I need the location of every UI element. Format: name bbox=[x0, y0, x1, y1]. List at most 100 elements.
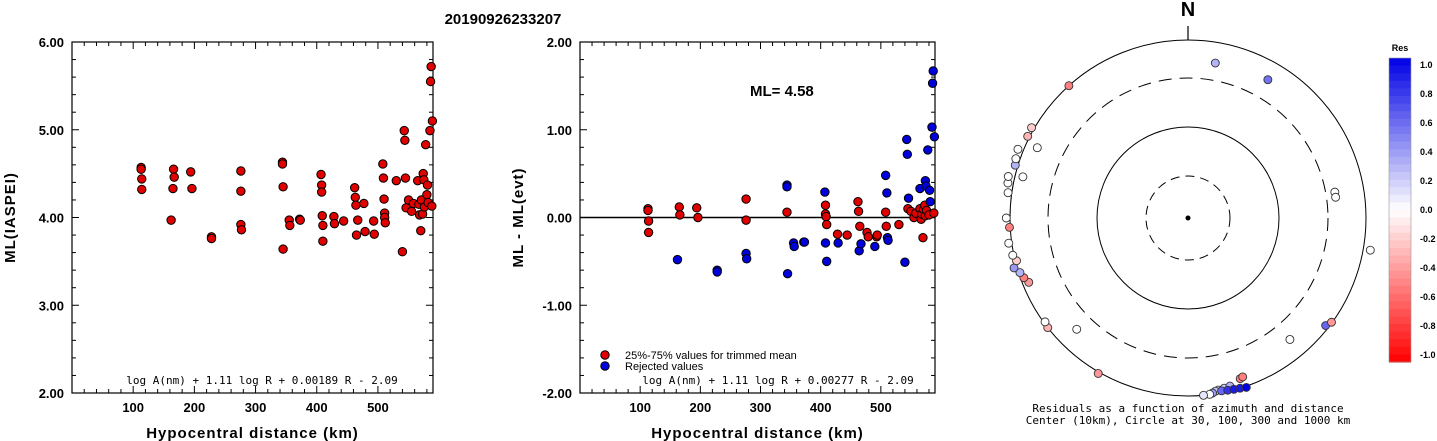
data-point bbox=[923, 145, 933, 155]
distance-ring bbox=[1096, 126, 1280, 310]
data-point bbox=[378, 159, 388, 169]
y-axis-label: ML(IASPEI) bbox=[2, 172, 19, 263]
data-point bbox=[692, 203, 702, 213]
data-point bbox=[318, 220, 328, 231]
legend-label: 25%-75% values for trimmed mean bbox=[625, 350, 797, 362]
data-point bbox=[789, 241, 799, 252]
x-tick-label: 400 bbox=[810, 400, 832, 415]
data-point bbox=[820, 187, 830, 197]
station-marker bbox=[1040, 317, 1050, 327]
station-marker bbox=[1027, 123, 1037, 133]
data-point bbox=[295, 215, 305, 225]
colorbar-band bbox=[1389, 96, 1411, 105]
plot-frame bbox=[71, 41, 434, 394]
station-marker bbox=[1064, 81, 1074, 91]
data-point bbox=[672, 254, 683, 265]
colorbar-band bbox=[1389, 217, 1411, 226]
data-point bbox=[379, 194, 389, 204]
station-marker bbox=[1199, 390, 1208, 400]
data-point bbox=[643, 227, 654, 238]
data-point bbox=[856, 239, 866, 249]
station-marker bbox=[1263, 75, 1273, 85]
data-point bbox=[712, 267, 722, 277]
data-point bbox=[863, 232, 873, 242]
x-tick-label: 300 bbox=[750, 400, 772, 415]
data-point bbox=[741, 254, 752, 264]
data-point bbox=[643, 216, 654, 226]
x-tick-label: 300 bbox=[245, 400, 267, 415]
colorbar-band bbox=[1389, 80, 1411, 89]
colorbar-band bbox=[1389, 346, 1411, 355]
data-point bbox=[400, 135, 410, 145]
data-point bbox=[853, 197, 863, 207]
y-tick-label: 5.00 bbox=[39, 123, 64, 138]
data-point bbox=[350, 192, 360, 203]
data-point bbox=[318, 236, 328, 246]
colorbar-band bbox=[1389, 240, 1411, 249]
colorbar-band bbox=[1389, 194, 1411, 203]
data-point bbox=[872, 230, 882, 240]
residual-colorbar: Res 1.0 0.8 0.6 0.4 0.2 0.0 -0.2 -0.4 -0.6 -0.8 -1.… bbox=[1388, 43, 1436, 363]
data-point bbox=[425, 125, 435, 136]
colorbar-tick-label: -0.4 bbox=[1420, 263, 1436, 273]
colorbar-tick-label: 0.0 bbox=[1420, 205, 1433, 215]
data-point bbox=[406, 206, 417, 217]
station-marker bbox=[1072, 324, 1082, 334]
colorbar-band bbox=[1389, 324, 1411, 333]
x-axis-label: Hypocentral distance (km) bbox=[146, 425, 359, 441]
north-label: N bbox=[1181, 0, 1195, 21]
data-point bbox=[426, 61, 436, 72]
data-point bbox=[427, 201, 437, 211]
colorbar-band bbox=[1389, 156, 1411, 165]
data-point bbox=[881, 221, 891, 231]
colorbar-tick-label: 0.4 bbox=[1420, 147, 1433, 157]
station-marker bbox=[1015, 268, 1025, 278]
data-point bbox=[416, 225, 426, 236]
formula-text: log A(nm) + 1.11 log R + 0.00189 R - 2.0… bbox=[126, 374, 398, 387]
colorbar-band bbox=[1389, 179, 1411, 188]
data-point bbox=[206, 233, 217, 244]
colorbar-band bbox=[1389, 286, 1411, 295]
data-point bbox=[338, 216, 349, 226]
data-point bbox=[277, 159, 288, 169]
station-marker bbox=[1011, 154, 1021, 164]
station-marker bbox=[1210, 58, 1220, 68]
colorbar-band bbox=[1389, 339, 1411, 348]
data-point bbox=[741, 215, 751, 225]
data-point bbox=[894, 219, 904, 230]
station-marker bbox=[1008, 250, 1018, 260]
distance-ring bbox=[1047, 77, 1329, 359]
x-axis-label: Hypocentral distance (km) bbox=[651, 425, 864, 441]
station-marker bbox=[1004, 238, 1014, 248]
y-tick-label: 4.00 bbox=[39, 211, 64, 226]
y-tick-label: 2.00 bbox=[39, 386, 64, 401]
colorbar-tick-label: -0.2 bbox=[1420, 234, 1436, 244]
y-tick-label: 0.00 bbox=[547, 211, 572, 226]
data-point bbox=[927, 122, 937, 132]
colorbar-band bbox=[1389, 73, 1411, 82]
colorbar-band bbox=[1389, 316, 1411, 325]
data-point bbox=[880, 207, 891, 217]
data-point bbox=[929, 208, 939, 218]
colorbar-band bbox=[1389, 164, 1411, 173]
data-point bbox=[316, 187, 327, 197]
data-point bbox=[369, 229, 379, 239]
data-point bbox=[855, 221, 865, 231]
y-axis-label: ML - ML(evt) bbox=[510, 167, 527, 267]
data-point bbox=[425, 76, 436, 87]
x-tick-label: 500 bbox=[870, 400, 892, 415]
colorbar-tick-label: 0.6 bbox=[1420, 118, 1433, 128]
colorbar-band bbox=[1389, 248, 1411, 257]
colorbar-band bbox=[1389, 58, 1411, 67]
colorbar-band bbox=[1389, 202, 1411, 211]
station-marker bbox=[1001, 213, 1011, 223]
data-point bbox=[378, 173, 389, 183]
colorbar-band bbox=[1389, 134, 1411, 143]
data-point bbox=[643, 205, 653, 216]
colorbar-band bbox=[1389, 88, 1411, 97]
data-point bbox=[883, 235, 893, 246]
colorbar-band bbox=[1389, 149, 1411, 158]
data-point bbox=[168, 164, 179, 174]
legend-label: Rejected values bbox=[625, 361, 704, 373]
colorbar-band bbox=[1389, 111, 1411, 120]
